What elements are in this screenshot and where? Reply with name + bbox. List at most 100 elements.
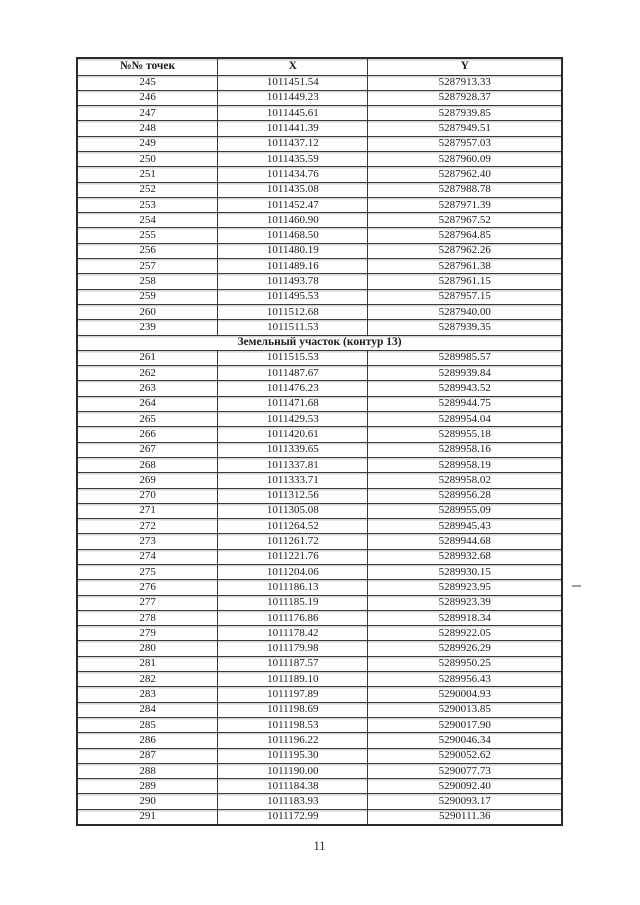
point-number-cell: 279 <box>76 625 219 642</box>
y-coordinate-cell: 5289958.16 <box>367 441 563 458</box>
x-coordinate-cell: 1011190.00 <box>217 762 369 780</box>
table-row: 249 1011437.12 5287957.03 <box>76 135 563 152</box>
y-coordinate-cell: 5289918.34 <box>367 609 563 627</box>
y-coordinate-cell: 5290046.34 <box>367 732 563 749</box>
table-row: 279 1011178.42 5289922.05 <box>76 625 563 642</box>
x-coordinate-cell: 1011264.52 <box>217 518 369 535</box>
y-coordinate-cell: 5289944.75 <box>367 395 563 413</box>
point-number-cell: 256 <box>76 242 219 260</box>
point-number-cell: 291 <box>76 808 219 826</box>
point-number-cell: 289 <box>76 778 219 795</box>
point-number-cell: 283 <box>76 686 219 703</box>
y-coordinate-cell: 5289930.15 <box>367 563 563 581</box>
table-row: 259 1011495.53 5287957.15 <box>76 288 563 305</box>
point-number-cell: 253 <box>76 196 219 214</box>
page-number: 11 <box>313 839 326 853</box>
table-row: 257 1011489.16 5287961.38 <box>76 258 563 275</box>
y-coordinate-cell: 5289958.19 <box>367 456 563 474</box>
table-row: 247 1011445.61 5287939.85 <box>76 105 563 122</box>
x-coordinate-cell: 1011189.10 <box>217 671 369 688</box>
point-number-cell: 263 <box>76 380 219 397</box>
point-number-cell: 267 <box>76 441 219 458</box>
y-coordinate-cell: 5287967.52 <box>367 212 563 229</box>
y-coordinate-cell: 5287940.00 <box>367 303 563 321</box>
point-number-cell: 290 <box>76 793 219 810</box>
table-row: 272 1011264.52 5289945.43 <box>76 518 563 535</box>
y-coordinate-cell: 5287939.35 <box>367 319 563 336</box>
y-coordinate-cell: 5290111.36 <box>367 808 563 826</box>
x-coordinate-cell: 1011476.23 <box>217 380 369 397</box>
x-coordinate-cell: 1011512.68 <box>217 303 369 321</box>
table-row: 283 1011197.89 5290004.93 <box>76 686 563 703</box>
x-coordinate-cell: 1011339.65 <box>217 441 369 458</box>
table-row: 250 1011435.59 5287960.09 <box>76 150 563 168</box>
y-coordinate-cell: 5287962.26 <box>367 242 563 260</box>
y-coordinate-cell: 5289955.09 <box>367 502 563 520</box>
y-coordinate-cell: 5287971.39 <box>367 196 563 214</box>
y-coordinate-cell: 5287957.15 <box>367 288 563 305</box>
table-row: 252 1011435.08 5287988.78 <box>76 181 563 198</box>
x-coordinate-cell: 1011195.30 <box>217 747 369 764</box>
y-coordinate-cell: 5290093.17 <box>367 793 563 810</box>
column-header-y: Y <box>367 57 563 76</box>
y-coordinate-cell: 5289958.02 <box>367 472 563 489</box>
y-coordinate-cell: 5287939.85 <box>367 105 563 122</box>
point-number-cell: 265 <box>76 411 219 428</box>
point-number-cell: 257 <box>76 258 219 275</box>
y-coordinate-cell: 5289950.25 <box>367 655 563 673</box>
x-coordinate-cell: 1011515.53 <box>217 349 369 367</box>
y-coordinate-cell: 5287949.51 <box>367 120 563 137</box>
point-number-cell: 277 <box>76 594 219 611</box>
y-coordinate-cell: 5289923.39 <box>367 594 563 611</box>
point-number-cell: 254 <box>76 212 219 229</box>
y-coordinate-cell: 5290017.90 <box>367 716 563 734</box>
x-coordinate-cell: 1011197.89 <box>217 686 369 703</box>
table-row: 285 1011198.53 5290017.90 <box>76 716 563 734</box>
point-number-cell: 270 <box>76 487 219 504</box>
y-coordinate-cell: 5287961.15 <box>367 273 563 290</box>
x-coordinate-cell: 1011185.19 <box>217 594 369 611</box>
table-row: 267 1011339.65 5289958.16 <box>76 441 563 458</box>
table-row: 254 1011460.90 5287967.52 <box>76 212 563 229</box>
y-coordinate-cell: 5289939.84 <box>367 365 563 382</box>
table-row: 258 1011493.78 5287961.15 <box>76 273 563 290</box>
x-coordinate-cell: 1011204.06 <box>217 563 369 581</box>
point-number-cell: 258 <box>76 273 219 290</box>
point-number-cell: 272 <box>76 518 219 535</box>
x-coordinate-cell: 1011183.93 <box>217 793 369 810</box>
table-row: 269 1011333.71 5289958.02 <box>76 472 563 489</box>
point-number-cell: 282 <box>76 671 219 688</box>
point-number-cell: 273 <box>76 533 219 550</box>
section-title: Земельный участок (контур 13) <box>76 334 563 351</box>
point-number-cell: 280 <box>76 640 219 657</box>
y-coordinate-cell: 5289926.29 <box>367 640 563 657</box>
table-row: 266 1011420.61 5289955.18 <box>76 426 563 443</box>
table-header-row: №№ точек X Y <box>76 57 563 76</box>
y-coordinate-cell: 5287957.03 <box>367 135 563 152</box>
point-number-cell: 264 <box>76 395 219 413</box>
x-coordinate-cell: 1011198.53 <box>217 716 369 734</box>
table-row: 278 1011176.86 5289918.34 <box>76 609 563 627</box>
point-number-cell: 259 <box>76 288 219 305</box>
table-row: 264 1011471.68 5289944.75 <box>76 395 563 413</box>
x-coordinate-cell: 1011187.57 <box>217 655 369 673</box>
x-coordinate-cell: 1011452.47 <box>217 196 369 214</box>
table-row: 256 1011480.19 5287962.26 <box>76 242 563 260</box>
y-coordinate-cell: 5289944.68 <box>367 533 563 550</box>
point-number-cell: 248 <box>76 120 219 137</box>
y-coordinate-cell: 5289956.43 <box>367 671 563 688</box>
coordinates-table: №№ точек X Y 245 1011451.54 5287913.33 246 1… <box>76 57 563 827</box>
table-row: 261 1011515.53 5289985.57 <box>76 349 563 367</box>
x-coordinate-cell: 1011493.78 <box>217 273 369 290</box>
x-coordinate-cell: 1011186.13 <box>217 579 369 596</box>
point-number-cell: 271 <box>76 502 219 520</box>
table-row: 260 1011512.68 5287940.00 <box>76 303 563 321</box>
column-header-point-number: №№ точек <box>76 57 219 76</box>
point-number-cell: 276 <box>76 579 219 596</box>
point-number-cell: 249 <box>76 135 219 152</box>
x-coordinate-cell: 1011221.76 <box>217 548 369 566</box>
table-row: 280 1011179.98 5289926.29 <box>76 640 563 657</box>
table-row: 246 1011449.23 5287928.37 <box>76 89 563 107</box>
x-coordinate-cell: 1011441.39 <box>217 120 369 137</box>
x-coordinate-cell: 1011460.90 <box>217 212 369 229</box>
